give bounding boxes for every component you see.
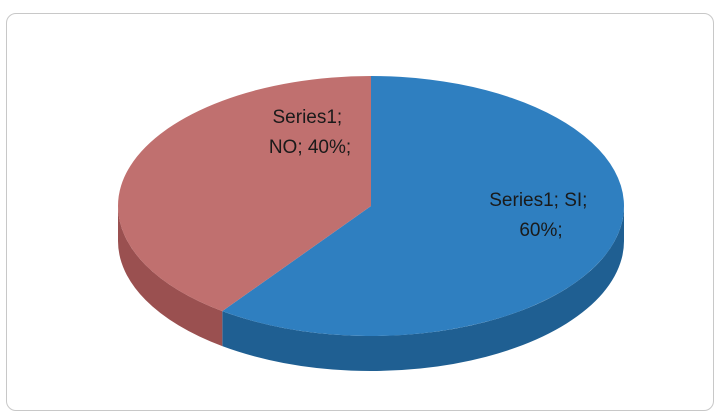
data-label-si: Series1; SI; 60%;	[489, 190, 593, 241]
data-label-no: Series1; NO; 40%;	[269, 107, 351, 158]
data-labels: Series1; SI; 60%; Series1; NO; 40%;	[269, 107, 593, 241]
pie-side-no	[117, 206, 223, 347]
pie-slice-no	[118, 76, 371, 312]
pie-side-si	[222, 206, 624, 371]
data-label-si-line1: Series1; SI;	[489, 190, 587, 211]
data-label-no-line2: NO; 40%;	[269, 137, 351, 158]
pie-plot	[117, 76, 624, 371]
pie-slice-si	[222, 76, 624, 336]
data-label-si-line2: 60%;	[519, 220, 562, 241]
data-label-no-line1: Series1;	[273, 107, 343, 128]
